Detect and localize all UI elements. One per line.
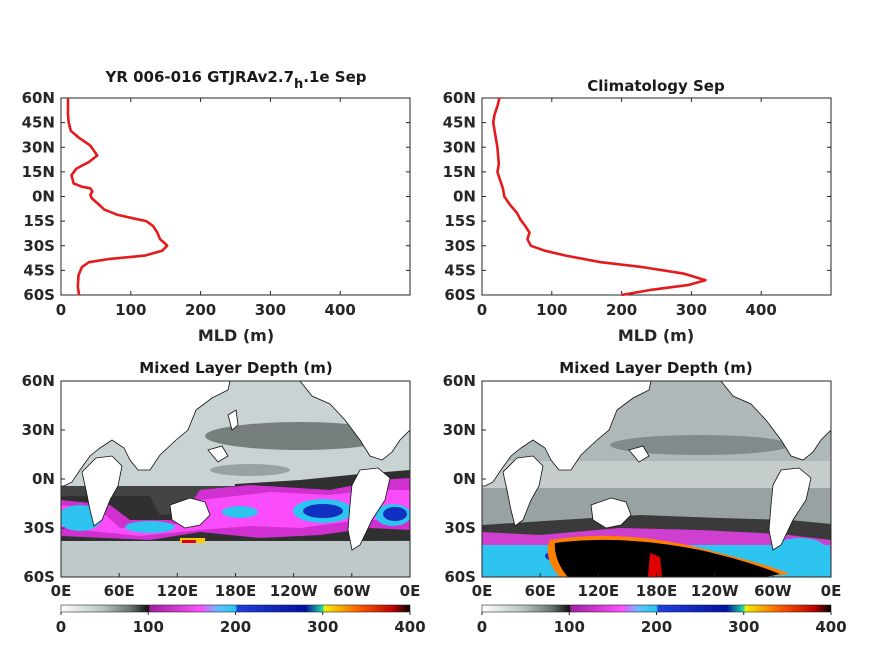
colorbar-tick-label: 400 xyxy=(815,618,846,636)
map-panel-left: Mixed Layer Depth (m) xyxy=(22,359,426,636)
map-x-tick-label: 0E xyxy=(400,582,421,600)
y-tick-label: 30S xyxy=(444,237,476,255)
map-x-tick-label: 60W xyxy=(754,582,792,600)
y-tick-label: 0N xyxy=(453,188,476,206)
y-tick-label: 45N xyxy=(22,114,55,132)
x-tick-label: 100 xyxy=(115,301,146,319)
colorbar-tick-label: 200 xyxy=(220,618,251,636)
map-x-tick-label: 120W xyxy=(270,582,318,600)
land-right xyxy=(482,381,831,551)
x-tick-label: 0 xyxy=(56,301,66,319)
mld-profile-line-right xyxy=(491,97,707,297)
land-left xyxy=(61,381,410,551)
y-tick-label: 60N xyxy=(443,89,476,107)
map-y-tick-label: 30N xyxy=(443,421,476,439)
y-tick-label: 45S xyxy=(444,261,476,279)
map-y-tick-label: 60N xyxy=(22,372,55,390)
colorbar-tick-label: 400 xyxy=(394,618,425,636)
map-x-tick-label: 180E xyxy=(636,582,678,600)
y-tick-label: 15N xyxy=(443,163,476,181)
panel-title-right: Climatology Sep xyxy=(587,77,725,95)
profile-panel-left: YR 006-016 GTJRAv2.7h.1e Sep 0 100 200 300 4… xyxy=(22,68,411,345)
map-title-left: Mixed Layer Depth (m) xyxy=(139,359,332,377)
colorbar-tick-label: 100 xyxy=(133,618,164,636)
y-tick-label: 60N xyxy=(22,89,55,107)
y-tick-label: 30N xyxy=(443,138,476,156)
map-x-tick-label: 60E xyxy=(104,582,135,600)
map-x-tick-label: 120W xyxy=(691,582,739,600)
colorbar-tick-label: 200 xyxy=(641,618,672,636)
y-tick-label: 30S xyxy=(23,237,55,255)
colorbar-tick-label: 300 xyxy=(728,618,759,636)
colorbar-left xyxy=(60,604,411,613)
map-x-tick-label: 120E xyxy=(157,582,199,600)
y-tick-label: 15N xyxy=(22,163,55,181)
x-tick-label: 300 xyxy=(255,301,286,319)
map-x-tick-label: 60E xyxy=(525,582,556,600)
colorbar-ticks-left: 0 100 200 300 400 xyxy=(56,612,426,636)
map-x-tick-label: 60W xyxy=(333,582,371,600)
map-ticks-right: 0E 60E 120E 180E 120W 60W 0E 60N 30N 0N 30S 60S xyxy=(443,372,842,600)
y-tick-label: 15S xyxy=(23,212,55,230)
x-tick-label: 200 xyxy=(606,301,637,319)
x-tick-label: 300 xyxy=(676,301,707,319)
mld-map-right xyxy=(482,381,831,577)
y-tick-label: 60S xyxy=(444,286,476,304)
profile-panel-right: Climatology Sep 0 100 200 300 400 60N 45N 30N 15… xyxy=(443,77,832,345)
map-y-tick-label: 0N xyxy=(453,470,476,488)
map-ticks-left: 0E 60E 120E 180E 120W 60W 0E 60N 30N 0N 30S 60S xyxy=(22,372,421,600)
map-x-tick-label: 0E xyxy=(821,582,842,600)
mld-map-left xyxy=(61,381,410,577)
map-panel-right: Mixed Layer Depth (m) xyxy=(443,359,847,636)
panel-title-left: YR 006-016 GTJRAv2.7h.1e Sep xyxy=(104,68,366,92)
map-x-tick-label: 180E xyxy=(215,582,257,600)
map-y-tick-label: 60N xyxy=(443,372,476,390)
map-y-tick-label: 30N xyxy=(22,421,55,439)
y-tick-label: 45N xyxy=(443,114,476,132)
map-y-tick-label: 60S xyxy=(23,568,55,586)
plot-frame-right xyxy=(481,97,832,296)
xlabel-right: MLD (m) xyxy=(618,326,694,345)
map-x-tick-label: 0E xyxy=(472,582,493,600)
map-y-tick-label: 0N xyxy=(32,470,55,488)
y-tick-label: 0N xyxy=(32,188,55,206)
colorbar-tick-label: 300 xyxy=(307,618,338,636)
y-tick-label: 15S xyxy=(444,212,476,230)
map-title-right: Mixed Layer Depth (m) xyxy=(559,359,752,377)
x-tick-label: 200 xyxy=(185,301,216,319)
plot-frame-left xyxy=(60,97,411,296)
axis-ticks-right: 0 100 200 300 400 60N 45N 30N 15N 0N 15S 30S 45S 60S xyxy=(443,89,831,319)
colorbar-tick-label: 0 xyxy=(56,618,66,636)
x-tick-label: 100 xyxy=(536,301,567,319)
y-tick-label: 60S xyxy=(23,286,55,304)
mld-profile-line-left xyxy=(66,98,169,296)
x-tick-label: 400 xyxy=(325,301,356,319)
x-tick-label: 0 xyxy=(477,301,487,319)
y-tick-label: 30N xyxy=(22,138,55,156)
map-y-tick-label: 30S xyxy=(23,519,55,537)
axis-ticks-left: 0 100 200 300 400 60N 45N 30N 15N 0N 15S 30S 45S 60S xyxy=(22,89,410,319)
colorbar-right xyxy=(481,604,832,613)
map-x-tick-label: 120E xyxy=(578,582,620,600)
colorbar-tick-label: 100 xyxy=(554,618,585,636)
xlabel-left: MLD (m) xyxy=(198,326,274,345)
map-y-tick-label: 30S xyxy=(444,519,476,537)
x-tick-label: 400 xyxy=(746,301,777,319)
map-y-tick-label: 60S xyxy=(444,568,476,586)
map-x-tick-label: 0E xyxy=(51,582,72,600)
y-tick-label: 45S xyxy=(23,261,55,279)
colorbar-tick-label: 0 xyxy=(477,618,487,636)
colorbar-ticks-right: 0 100 200 300 400 xyxy=(477,612,847,636)
